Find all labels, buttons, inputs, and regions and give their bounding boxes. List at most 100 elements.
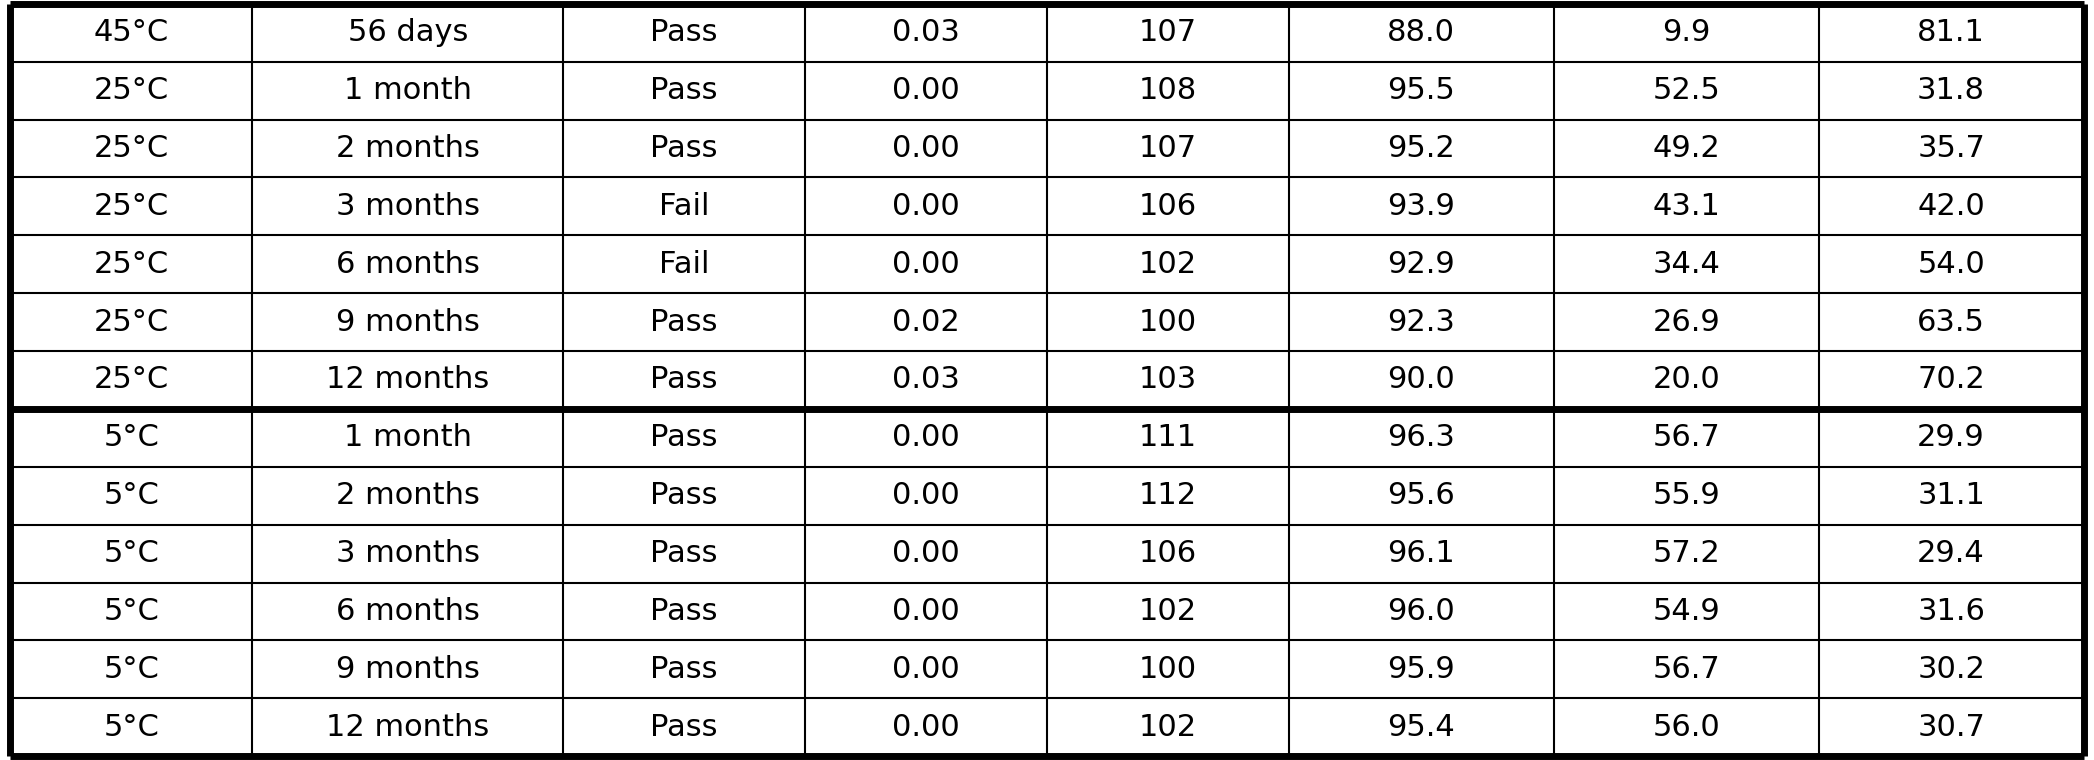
Text: 57.2: 57.2 [1652, 539, 1719, 568]
Text: 0.00: 0.00 [892, 655, 959, 684]
Bar [563, 177, 804, 236]
Text: 0.02: 0.02 [892, 308, 959, 337]
Text: Pass: Pass [651, 134, 718, 163]
Bar [1047, 119, 1288, 177]
Text: 6 months: 6 months [335, 597, 480, 626]
Text: 63.5: 63.5 [1918, 308, 1985, 337]
Text: 31.6: 31.6 [1918, 597, 1985, 626]
Text: 1 month: 1 month [343, 76, 471, 105]
Text: 0.00: 0.00 [892, 539, 959, 568]
Text: 108: 108 [1139, 76, 1198, 105]
Bar [1554, 62, 1818, 119]
Text: 30.2: 30.2 [1918, 655, 1985, 684]
Text: Pass: Pass [651, 597, 718, 626]
Text: 106: 106 [1139, 539, 1198, 568]
Text: Pass: Pass [651, 308, 718, 337]
Text: 3 months: 3 months [335, 539, 480, 568]
Bar [1047, 351, 1288, 409]
Text: 49.2: 49.2 [1652, 134, 1719, 163]
Bar [1818, 177, 2084, 236]
Text: 0.00: 0.00 [892, 423, 959, 452]
Text: 100: 100 [1139, 308, 1198, 337]
Bar [804, 119, 1047, 177]
Text: 5°C: 5°C [103, 423, 159, 452]
Bar [1818, 409, 2084, 467]
Text: 6 months: 6 months [335, 250, 480, 279]
Text: 31.8: 31.8 [1918, 76, 1985, 105]
Text: Pass: Pass [651, 366, 718, 394]
Bar [1554, 351, 1818, 409]
Text: 9 months: 9 months [335, 308, 480, 337]
Bar [563, 583, 804, 641]
Text: Pass: Pass [651, 18, 718, 47]
Text: 12 months: 12 months [327, 366, 490, 394]
Text: 0.00: 0.00 [892, 481, 959, 510]
Bar [251, 119, 563, 177]
Text: 31.1: 31.1 [1918, 481, 1985, 510]
Bar [1554, 524, 1818, 583]
Text: 0.00: 0.00 [892, 134, 959, 163]
Bar [1288, 177, 1554, 236]
Bar [1288, 583, 1554, 641]
Text: 5°C: 5°C [103, 655, 159, 684]
Bar [1288, 409, 1554, 467]
Bar [1554, 293, 1818, 351]
Bar [1818, 62, 2084, 119]
Text: 102: 102 [1139, 713, 1198, 742]
Bar [251, 236, 563, 293]
Text: Pass: Pass [651, 423, 718, 452]
Bar [1818, 119, 2084, 177]
Text: 25°C: 25°C [94, 134, 170, 163]
Text: 5°C: 5°C [103, 481, 159, 510]
Text: 96.3: 96.3 [1388, 423, 1455, 452]
Text: 96.0: 96.0 [1388, 597, 1455, 626]
Text: 70.2: 70.2 [1918, 366, 1985, 394]
Bar [1818, 351, 2084, 409]
Text: 106: 106 [1139, 192, 1198, 221]
Text: 100: 100 [1139, 655, 1198, 684]
Text: 52.5: 52.5 [1652, 76, 1719, 105]
Bar [251, 641, 563, 698]
Bar [804, 524, 1047, 583]
Text: 81.1: 81.1 [1918, 18, 1985, 47]
Text: 2 months: 2 months [335, 481, 480, 510]
Bar [10, 119, 251, 177]
Bar [1288, 467, 1554, 524]
Bar [251, 62, 563, 119]
Text: 95.6: 95.6 [1388, 481, 1455, 510]
Bar [1288, 351, 1554, 409]
Text: 12 months: 12 months [327, 713, 490, 742]
Bar [10, 236, 251, 293]
Bar [1818, 698, 2084, 756]
Text: 34.4: 34.4 [1652, 250, 1719, 279]
Text: 95.9: 95.9 [1388, 655, 1455, 684]
Bar [1818, 4, 2084, 62]
Bar [1047, 524, 1288, 583]
Bar [1047, 293, 1288, 351]
Bar [563, 236, 804, 293]
Bar [1288, 293, 1554, 351]
Bar [1818, 293, 2084, 351]
Text: 25°C: 25°C [94, 366, 170, 394]
Bar [1288, 236, 1554, 293]
Bar [1047, 698, 1288, 756]
Bar [563, 467, 804, 524]
Bar [1047, 641, 1288, 698]
Text: 0.00: 0.00 [892, 713, 959, 742]
Bar [1288, 62, 1554, 119]
Bar [563, 698, 804, 756]
Text: 92.9: 92.9 [1388, 250, 1455, 279]
Bar [251, 4, 563, 62]
Text: 56.7: 56.7 [1652, 655, 1719, 684]
Bar [804, 351, 1047, 409]
Bar [10, 698, 251, 756]
Text: 56 days: 56 days [348, 18, 467, 47]
Text: 112: 112 [1139, 481, 1198, 510]
Bar [1554, 236, 1818, 293]
Bar [251, 293, 563, 351]
Text: 111: 111 [1139, 423, 1198, 452]
Text: 95.2: 95.2 [1388, 134, 1455, 163]
Bar [1288, 4, 1554, 62]
Bar [10, 583, 251, 641]
Bar [251, 467, 563, 524]
